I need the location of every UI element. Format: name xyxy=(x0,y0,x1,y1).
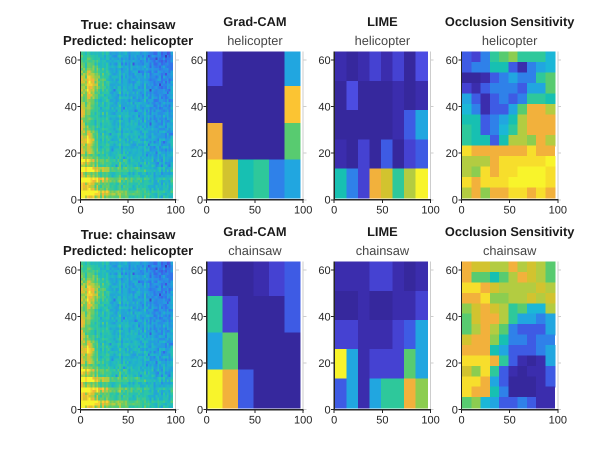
svg-text:0: 0 xyxy=(71,195,77,207)
svg-text:0: 0 xyxy=(331,205,337,217)
svg-text:True: chainsaw: True: chainsaw xyxy=(81,17,176,32)
svg-text:100: 100 xyxy=(294,205,312,217)
svg-text:Predicted: helicopter: Predicted: helicopter xyxy=(63,33,193,48)
svg-text:40: 40 xyxy=(191,102,203,114)
svg-text:50: 50 xyxy=(249,205,261,217)
svg-text:60: 60 xyxy=(191,55,203,67)
svg-text:40: 40 xyxy=(65,102,77,114)
svg-text:chainsaw: chainsaw xyxy=(483,243,537,258)
svg-text:0: 0 xyxy=(324,405,330,417)
svg-text:60: 60 xyxy=(446,265,458,277)
svg-text:50: 50 xyxy=(249,415,261,427)
svg-text:0: 0 xyxy=(204,415,210,427)
svg-text:0: 0 xyxy=(204,205,210,217)
svg-text:Occlusion Sensitivity: Occlusion Sensitivity xyxy=(445,224,575,239)
svg-text:100: 100 xyxy=(294,415,312,427)
svg-text:0: 0 xyxy=(77,205,83,217)
svg-text:100: 100 xyxy=(421,205,439,217)
svg-text:50: 50 xyxy=(504,205,516,217)
svg-text:0: 0 xyxy=(331,415,337,427)
svg-text:20: 20 xyxy=(318,358,330,370)
svg-text:0: 0 xyxy=(324,195,330,207)
svg-text:0: 0 xyxy=(452,405,458,417)
svg-text:50: 50 xyxy=(122,205,134,217)
svg-text:chainsaw: chainsaw xyxy=(356,243,410,258)
svg-text:100: 100 xyxy=(167,415,185,427)
svg-text:100: 100 xyxy=(167,205,185,217)
svg-text:50: 50 xyxy=(122,415,134,427)
svg-text:helicopter: helicopter xyxy=(482,33,538,48)
svg-text:40: 40 xyxy=(446,311,458,323)
svg-text:20: 20 xyxy=(65,148,77,160)
svg-text:0: 0 xyxy=(77,415,83,427)
svg-text:20: 20 xyxy=(446,148,458,160)
svg-text:20: 20 xyxy=(318,148,330,160)
svg-text:0: 0 xyxy=(197,195,203,207)
svg-text:helicopter: helicopter xyxy=(227,33,283,48)
svg-text:40: 40 xyxy=(318,311,330,323)
svg-text:50: 50 xyxy=(376,415,388,427)
svg-text:100: 100 xyxy=(421,415,439,427)
svg-text:0: 0 xyxy=(197,405,203,417)
svg-text:40: 40 xyxy=(318,102,330,114)
svg-text:0: 0 xyxy=(71,405,77,417)
svg-text:LIME: LIME xyxy=(367,224,398,239)
svg-text:40: 40 xyxy=(446,102,458,114)
svg-text:40: 40 xyxy=(191,311,203,323)
svg-text:60: 60 xyxy=(318,265,330,277)
svg-text:20: 20 xyxy=(191,358,203,370)
svg-text:0: 0 xyxy=(458,205,464,217)
svg-text:0: 0 xyxy=(452,195,458,207)
svg-text:100: 100 xyxy=(549,415,567,427)
svg-text:50: 50 xyxy=(504,415,516,427)
svg-text:60: 60 xyxy=(446,55,458,67)
svg-text:60: 60 xyxy=(65,55,77,67)
svg-text:40: 40 xyxy=(65,311,77,323)
svg-text:0: 0 xyxy=(458,415,464,427)
svg-text:Grad-CAM: Grad-CAM xyxy=(223,14,286,29)
svg-text:helicopter: helicopter xyxy=(355,33,411,48)
svg-text:20: 20 xyxy=(446,358,458,370)
svg-text:100: 100 xyxy=(549,205,567,217)
svg-text:60: 60 xyxy=(318,55,330,67)
svg-text:True: chainsaw: True: chainsaw xyxy=(81,227,176,242)
svg-text:Grad-CAM: Grad-CAM xyxy=(223,224,286,239)
svg-text:Predicted: helicopter: Predicted: helicopter xyxy=(63,243,193,258)
svg-text:60: 60 xyxy=(191,265,203,277)
svg-text:20: 20 xyxy=(191,148,203,160)
svg-text:Occlusion Sensitivity: Occlusion Sensitivity xyxy=(445,14,575,29)
svg-text:60: 60 xyxy=(65,265,77,277)
svg-text:50: 50 xyxy=(376,205,388,217)
svg-text:chainsaw: chainsaw xyxy=(228,243,282,258)
svg-text:20: 20 xyxy=(65,358,77,370)
svg-text:LIME: LIME xyxy=(367,14,398,29)
